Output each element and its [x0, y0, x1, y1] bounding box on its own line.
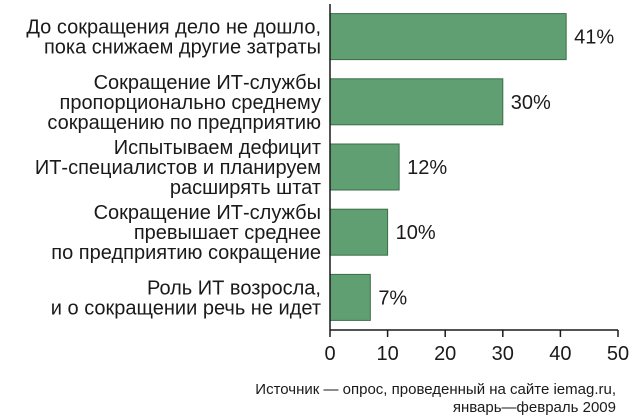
- category-label-1: До сокращения дело не дошло, пока снижаем…: [26, 17, 321, 59]
- x-tick-label-10: 10: [376, 343, 398, 365]
- category-label-line: До сокращения дело не дошло,: [26, 17, 321, 39]
- category-label-5: Роль ИТ возросла, и о сокращении речь не …: [51, 277, 321, 319]
- category-labels: До сокращения дело не дошло, пока снижаем…: [26, 17, 321, 320]
- category-label-4: Сокращение ИТ-службы превышает среднее по …: [51, 202, 321, 264]
- category-label-line: ИТ-специалистов и планируем: [35, 157, 321, 179]
- value-label-3: 12%: [407, 157, 447, 179]
- category-label-line: Сокращение ИТ-службы: [94, 202, 321, 224]
- bar-3: [329, 143, 400, 191]
- value-label-1: 41%: [574, 27, 614, 49]
- x-tick-label-20: 20: [434, 343, 456, 365]
- source-line-1: Источник — опрос, проведенный на сайте i…: [255, 381, 616, 398]
- x-tick-label-50: 50: [607, 343, 629, 365]
- bar-1: [329, 13, 567, 61]
- category-label-line: по предприятию сокращение: [51, 242, 321, 264]
- category-label-line: Сокращение ИТ-службы: [94, 72, 321, 94]
- category-label-line: пропорционально среднему: [59, 92, 321, 114]
- value-label-5: 7%: [378, 287, 407, 309]
- category-label-3: Испытываем дефицит ИТ-специалистов и план…: [35, 137, 321, 199]
- source-note: Источник — опрос, проведенный на сайте i…: [255, 381, 616, 416]
- category-label-line: сокращению по предприятию: [47, 112, 321, 134]
- value-label-2: 30%: [511, 92, 551, 114]
- category-label-line: пока снижаем другие затраты: [44, 37, 321, 59]
- bar-2: [329, 78, 504, 126]
- category-label-line: Испытываем дефицит: [114, 137, 321, 159]
- category-label-line: превышает среднее: [134, 222, 321, 244]
- bar-5: [329, 273, 371, 321]
- x-tick-label-0: 0: [324, 343, 335, 365]
- category-label-line: расширять штат: [170, 177, 321, 199]
- category-label-2: Сокращение ИТ-службы пропорционально сред…: [47, 72, 321, 134]
- value-labels: 41% 30% 12% 10% 7%: [378, 27, 614, 310]
- category-label-line: и о сокращении речь не идет: [51, 297, 321, 319]
- x-tick-label-40: 40: [549, 343, 571, 365]
- bars-layer: [329, 13, 567, 321]
- category-label-line: Роль ИТ возросла,: [147, 277, 321, 299]
- x-axis: 0 10 20 30 40 50: [324, 4, 629, 365]
- bar-4: [329, 208, 389, 256]
- value-label-4: 10%: [396, 222, 436, 244]
- source-line-2: январь—февраль 2009: [453, 399, 616, 416]
- x-tick-label-30: 30: [492, 343, 514, 365]
